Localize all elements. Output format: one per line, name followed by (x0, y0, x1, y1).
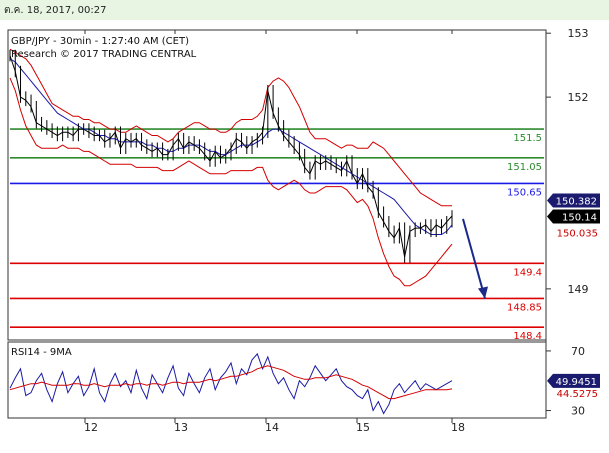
price-tag-bg-0 (547, 193, 600, 208)
price-panel-frame (7, 29, 547, 341)
rsi-tick-label: 30 (571, 405, 585, 418)
x-tick-label: 12 (84, 421, 98, 434)
chart-subtitle: Research © 2017 TRADING CENTRAL (11, 49, 197, 60)
price-tag-1: 150.14 (562, 213, 597, 224)
rsi-tag-bg-0 (547, 373, 600, 388)
rsi-tag-0: 49.9451 (556, 377, 597, 388)
level-label-4: 148.85 (507, 302, 542, 313)
timestamp: ต.ค. 18, 2017, 00:27 (4, 5, 107, 16)
series-bollinger-lower (9, 77, 453, 287)
level-label-3: 149.4 (513, 267, 542, 278)
x-tick-label: 18 (451, 421, 465, 434)
x-tick-label: 13 (174, 421, 188, 434)
timestamp-bar: ต.ค. 18, 2017, 00:27 (0, 0, 609, 20)
level-label-5: 148.4 (513, 331, 542, 342)
rsi-tick-label: 70 (571, 345, 585, 358)
rsi-title: RSI14 - 9MA (11, 347, 72, 358)
price-layer: 151.5 151.05 150.65 149.4 148.85 148.4 (9, 48, 544, 342)
price-tag-bg-1 (547, 209, 600, 224)
x-tick-label: 14 (265, 421, 279, 434)
x-tick-label: 15 (356, 421, 370, 434)
rsi-layer (9, 352, 453, 415)
series-bollinger-upper (9, 48, 452, 207)
forecast-arrow-head (478, 286, 488, 299)
price-tick-label: 149 (568, 283, 589, 296)
rsi-tag-1: 44.5275 (557, 389, 598, 400)
axis-layer: 149 152 153 150.382 150.14 150.035 30 70 49.9451… (84, 27, 600, 434)
chart-title: GBP/JPY - 30min - 1:27:40 AM (CET) (11, 36, 189, 47)
price-tick-label: 153 (568, 27, 589, 40)
level-label-0: 151.5 (513, 133, 542, 144)
price-tag-2: 150.035 (557, 229, 598, 240)
rsi-series-rsi (9, 352, 453, 415)
rsi-series-rsi-ma (9, 365, 453, 400)
price-tag-0: 150.382 (556, 197, 597, 208)
level-label-1: 151.05 (507, 162, 542, 173)
forecast-arrow (462, 218, 486, 299)
price-tick-label: 152 (568, 91, 589, 104)
level-label-2: 150.65 (507, 187, 542, 198)
